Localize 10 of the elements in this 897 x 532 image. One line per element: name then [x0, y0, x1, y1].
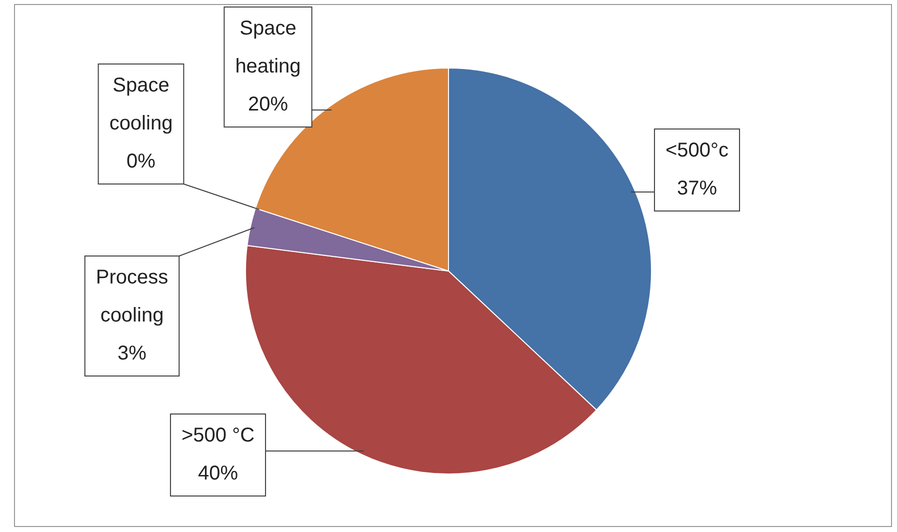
slice-label: <500°c — [665, 140, 729, 162]
data-label: 3% — [118, 342, 147, 365]
category-label: Space cooling — [109, 74, 173, 135]
data-label: 37% — [676, 178, 718, 200]
text: 0% — [126, 150, 156, 173]
slice-label: >500 °C — [181, 424, 255, 447]
slice-label: Process cooling — [96, 266, 168, 327]
data-label: 20% — [248, 94, 288, 116]
data-label: 40% — [198, 462, 238, 485]
slice-label: Space heating — [235, 18, 301, 78]
